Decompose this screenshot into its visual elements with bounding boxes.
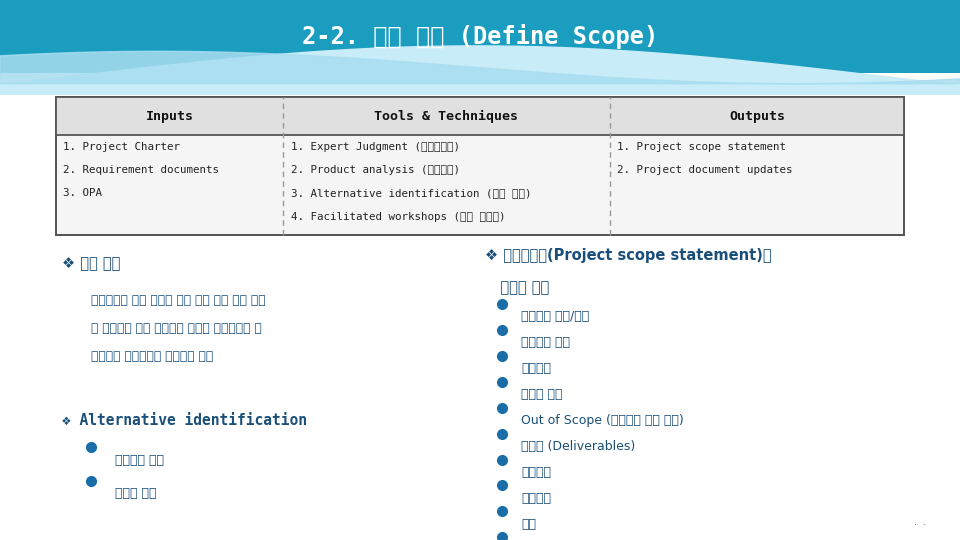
Text: 비즈니스 관점: 비즈니스 관점 bbox=[115, 454, 164, 467]
Text: 3. Alternative identification (대안 정의): 3. Alternative identification (대안 정의) bbox=[291, 188, 532, 199]
Text: 4. Facilitated workshops (심층 워크샵): 4. Facilitated workshops (심층 워크샵) bbox=[291, 212, 505, 222]
Text: Tools & Techniques: Tools & Techniques bbox=[374, 110, 518, 123]
Text: 2-2. 범위 정의 (Define Scope): 2-2. 범위 정의 (Define Scope) bbox=[301, 24, 659, 49]
Text: ❖ 범위 정의: ❖ 범위 정의 bbox=[62, 256, 121, 272]
Text: 요구사항: 요구사항 bbox=[521, 362, 551, 375]
Text: 포함될 내용: 포함될 내용 bbox=[485, 280, 549, 295]
Bar bbox=[0, 94, 960, 540]
Text: 1. Project Charter: 1. Project Charter bbox=[63, 142, 180, 152]
Text: Inputs: Inputs bbox=[146, 110, 193, 123]
Text: ·  ·: · · bbox=[914, 520, 926, 530]
Bar bbox=[56, 97, 904, 235]
Text: 3. OPA: 3. OPA bbox=[63, 188, 103, 199]
Text: 산출물 (Deliverables): 산출물 (Deliverables) bbox=[521, 440, 636, 453]
Text: Out of Scope (포함되지 않은 부분): Out of Scope (포함되지 않은 부분) bbox=[521, 414, 684, 427]
Text: 1. Expert Judgment (전문가의견): 1. Expert Judgment (전문가의견) bbox=[291, 142, 460, 152]
Text: 제약조건: 제약조건 bbox=[521, 492, 551, 505]
Text: 1. Project scope statement: 1. Project scope statement bbox=[617, 142, 786, 152]
Text: 프로젝트 목적/목표: 프로젝트 목적/목표 bbox=[521, 310, 589, 323]
Text: Outputs: Outputs bbox=[729, 110, 785, 123]
Text: 2. Product analysis (제품분석): 2. Product analysis (제품분석) bbox=[291, 165, 460, 176]
Text: 로젝트의 업무범위를 확정하는 단계: 로젝트의 업무범위를 확정하는 단계 bbox=[91, 350, 213, 363]
Text: 한 프로젝트 범위 기술서를 만드는 프로세스로 프: 한 프로젝트 범위 기술서를 만드는 프로세스로 프 bbox=[91, 322, 262, 335]
Bar bbox=[0, 0, 960, 73]
Text: 인수기준: 인수기준 bbox=[521, 466, 551, 479]
Text: 2. Project document updates: 2. Project document updates bbox=[617, 165, 793, 176]
Text: 2. Requirement documents: 2. Requirement documents bbox=[63, 165, 219, 176]
Text: 프로젝트의 업무 범위와 목표 인수 기준 등을 정의: 프로젝트의 업무 범위와 목표 인수 기준 등을 정의 bbox=[91, 294, 266, 307]
Text: 범위와 경계: 범위와 경계 bbox=[521, 388, 563, 401]
Bar bbox=[56, 97, 904, 135]
Text: 기술적 관점: 기술적 관점 bbox=[115, 487, 156, 500]
Text: ❖ 범위기술서(Project scope statement)에: ❖ 범위기술서(Project scope statement)에 bbox=[485, 248, 772, 264]
Text: 가정: 가정 bbox=[521, 518, 537, 531]
Text: ❖ Alternative identification: ❖ Alternative identification bbox=[62, 413, 307, 428]
Text: 제품범위 기술: 제품범위 기술 bbox=[521, 336, 570, 349]
